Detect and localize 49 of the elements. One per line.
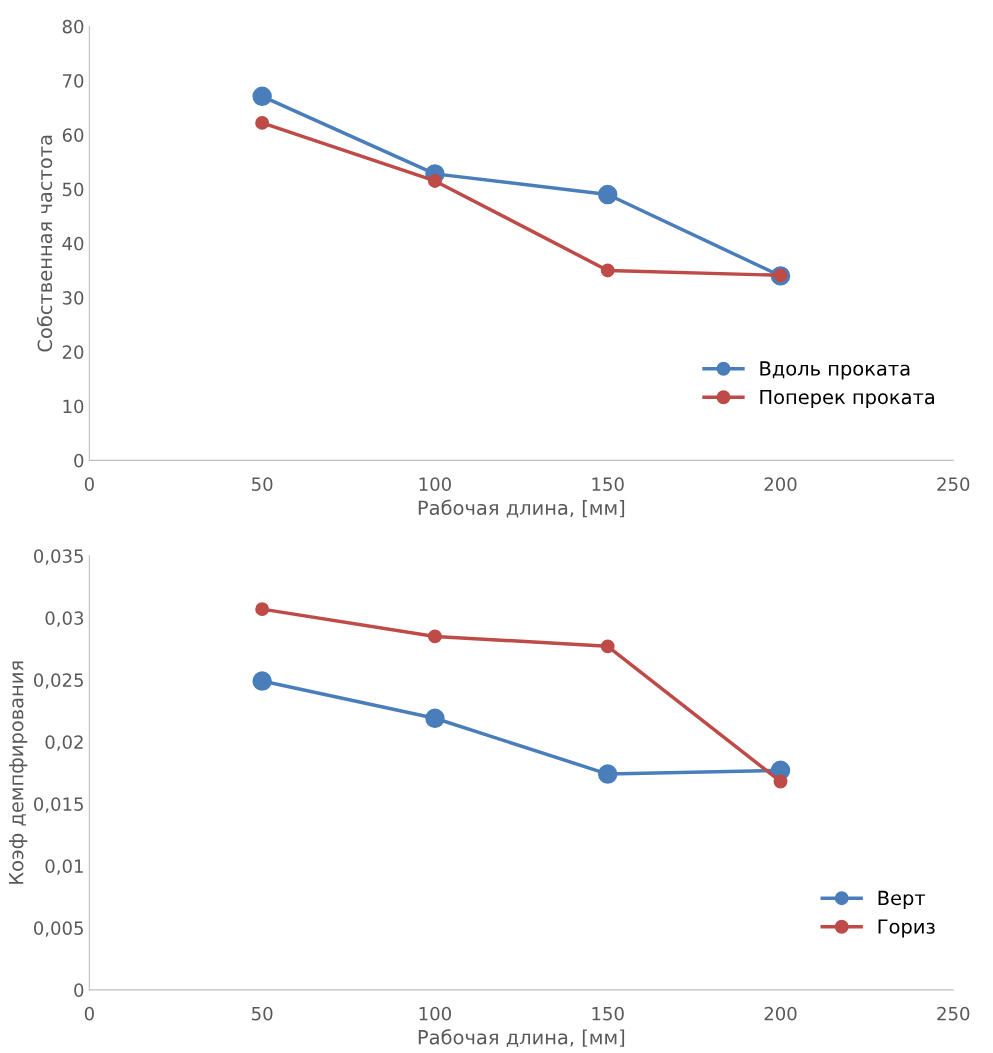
- y-tick-label: 70: [63, 74, 84, 88]
- y-tick-label: 0,03: [45, 611, 84, 627]
- y-tick-label: 0,01: [45, 859, 83, 875]
- y-axis-title: Собственная частота: [36, 135, 53, 352]
- y-tick-label: 10: [63, 399, 84, 414]
- point: [252, 86, 272, 107]
- y-tick-label: 30: [62, 291, 84, 305]
- legend-label: Гориз: [878, 919, 935, 938]
- x-tick-label: 250: [937, 477, 970, 491]
- y-tick-label: 0,025: [34, 673, 83, 689]
- x-axis-title: Рабочая длина, [мм]: [418, 1029, 625, 1047]
- y-tick-label: 0,015: [34, 797, 83, 813]
- y-tick-label: 0,02: [45, 735, 83, 751]
- x-tick-label: 100: [419, 477, 451, 491]
- y-tick-label: 0: [74, 453, 84, 468]
- point: [427, 173, 442, 188]
- point: [597, 764, 618, 784]
- point: [600, 639, 615, 654]
- y-tick-label: 0,035: [34, 549, 83, 565]
- y-tick-label: 40: [62, 236, 84, 251]
- y-axis-title: Коэф демпфирования: [9, 661, 28, 884]
- x-tick-label: 150: [592, 477, 624, 491]
- point: [600, 263, 615, 278]
- x-tick-label: 200: [764, 477, 797, 491]
- y-tick-label: 0,005: [34, 921, 83, 937]
- legend-label: Вдоль проката: [760, 361, 910, 380]
- x-tick-label: 200: [764, 1006, 797, 1021]
- point: [255, 115, 270, 130]
- point: [597, 184, 618, 205]
- x-tick-label: 100: [419, 1006, 451, 1021]
- y-tick-label: 80: [62, 19, 84, 34]
- y-tick-label: 50: [62, 182, 84, 197]
- x-tick-label: 50: [252, 477, 273, 491]
- point: [427, 629, 442, 644]
- x-axis-title: Рабочая длина, [мм]: [418, 499, 625, 518]
- point: [773, 774, 788, 789]
- y-tick-label: 20: [62, 345, 84, 359]
- y-tick-label: 60: [62, 128, 84, 142]
- x-tick-label: 0: [84, 477, 94, 491]
- y-tick-label: 0: [74, 983, 84, 997]
- legend-label: Верт: [878, 890, 926, 910]
- x-tick-label: 150: [592, 1006, 624, 1021]
- legend-label: Поперек проката: [760, 389, 935, 409]
- x-tick-label: 50: [252, 1006, 273, 1021]
- x-tick-label: 0: [84, 1006, 94, 1021]
- point: [425, 708, 445, 728]
- point: [255, 602, 270, 617]
- point: [252, 671, 272, 691]
- x-tick-label: 250: [937, 1006, 970, 1021]
